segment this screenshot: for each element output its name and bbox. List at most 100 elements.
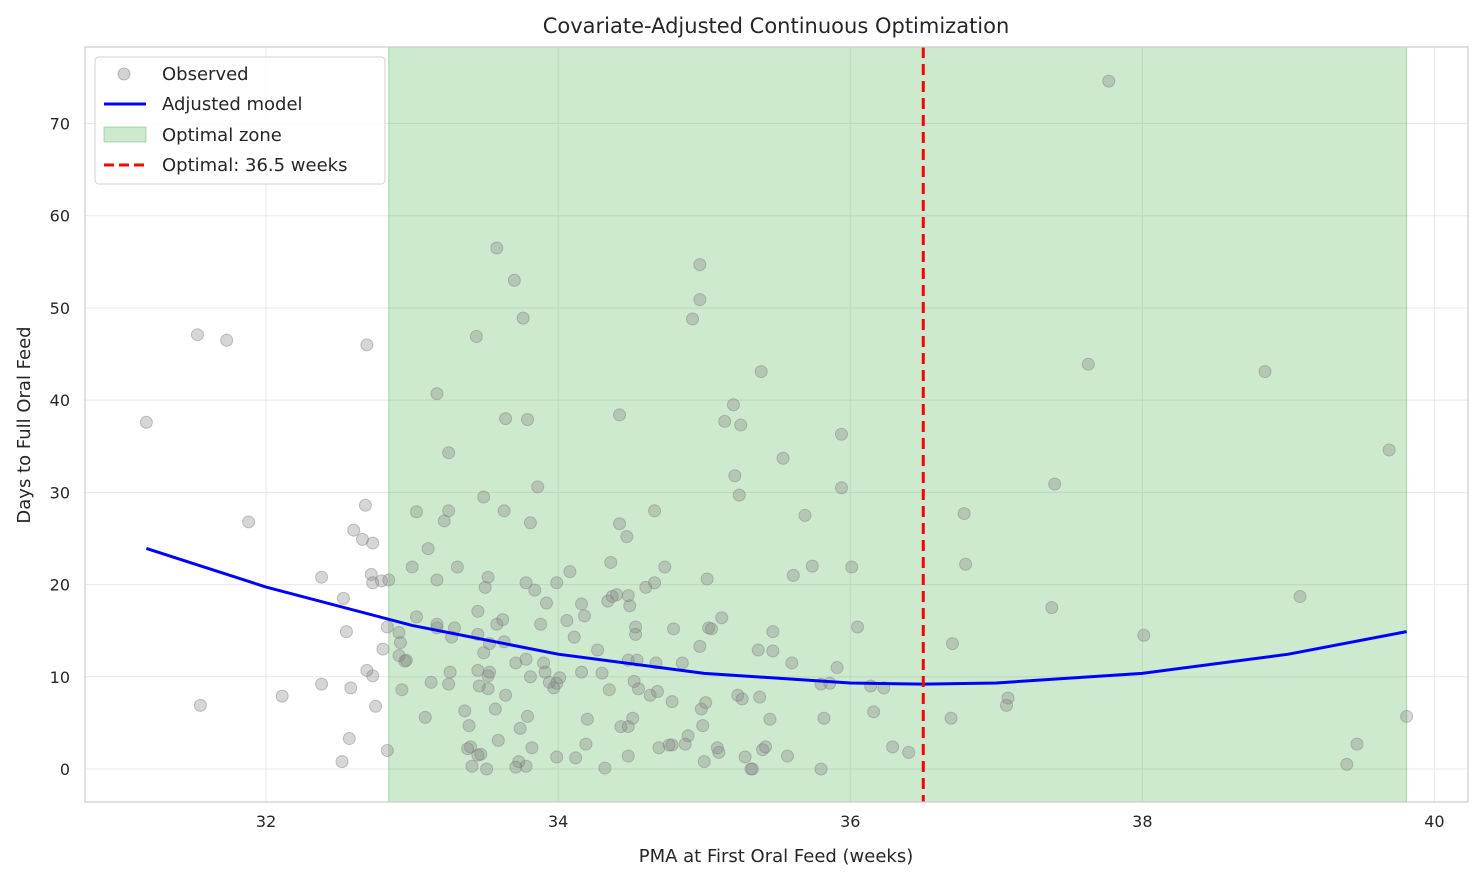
- observed-point: [521, 709, 535, 723]
- observed-point: [902, 745, 916, 759]
- observed-point: [734, 418, 748, 432]
- observed-point: [497, 504, 511, 518]
- grid: [85, 47, 1468, 802]
- observed-point: [336, 591, 350, 605]
- observed-point: [509, 760, 523, 774]
- observed-point: [523, 670, 537, 684]
- observed-point: [547, 681, 561, 695]
- observed-point: [474, 747, 488, 761]
- observed-point: [751, 643, 765, 657]
- observed-point: [732, 488, 746, 502]
- observed-point: [614, 720, 628, 734]
- observed-point: [702, 621, 716, 635]
- observed-point: [315, 570, 329, 584]
- observed-point: [697, 755, 711, 769]
- observed-point: [1293, 590, 1307, 604]
- observed-point: [399, 653, 413, 667]
- observed-point: [744, 762, 758, 776]
- observed-point: [553, 671, 567, 685]
- x-axis-label: PMA at First Oral Feed (weeks): [639, 846, 914, 867]
- observed-point: [499, 412, 513, 426]
- observed-point: [480, 762, 494, 776]
- observed-point: [639, 580, 653, 594]
- observed-point: [430, 387, 444, 401]
- observed-point: [886, 740, 900, 754]
- observed-point: [355, 532, 369, 546]
- observed-point: [220, 333, 234, 347]
- observed-point: [780, 749, 794, 763]
- observed-point: [430, 573, 444, 587]
- observed-point: [471, 604, 485, 618]
- observed-point: [715, 611, 729, 625]
- observed-point: [366, 576, 380, 590]
- optimal-zone: [388, 46, 1408, 803]
- observed-point: [718, 414, 732, 428]
- observed-point: [686, 312, 700, 326]
- observed-point: [766, 644, 780, 658]
- observed-point: [830, 661, 844, 675]
- observed-point: [623, 599, 637, 613]
- x-tick-label: 36: [840, 812, 860, 831]
- observed-point: [694, 702, 708, 716]
- observed-point: [193, 698, 207, 712]
- observed-point: [242, 515, 256, 529]
- observed-point: [360, 663, 374, 677]
- observed-point: [461, 742, 475, 756]
- observed-point: [696, 719, 710, 733]
- observed-point: [528, 583, 542, 597]
- model-curve-layer: [145, 547, 1407, 686]
- observed-point: [342, 732, 356, 746]
- observed-point: [604, 555, 618, 569]
- observed-point: [602, 683, 616, 697]
- observed-point: [1137, 628, 1151, 642]
- observed-point: [490, 241, 504, 255]
- observed-point: [366, 669, 380, 683]
- observed-point: [335, 755, 349, 769]
- observed-point: [405, 560, 419, 574]
- y-axis-label: Days to Full Oral Feed: [14, 326, 35, 523]
- chart-title: Covariate-Adjusted Continuous Optimizati…: [543, 14, 1010, 38]
- legend-marker-zone: [103, 126, 147, 143]
- observed-point: [410, 505, 424, 519]
- observed-point: [577, 609, 591, 623]
- observed-point: [598, 761, 612, 775]
- observed-point: [519, 759, 533, 773]
- observed-point: [776, 451, 790, 465]
- observed-point: [805, 559, 819, 573]
- observed-point: [516, 311, 530, 325]
- observed-point: [421, 542, 435, 556]
- observed-point: [488, 702, 502, 716]
- observed-points: [139, 74, 1414, 776]
- observed-point: [462, 719, 476, 733]
- legend-box: [94, 56, 386, 185]
- observed-point: [499, 688, 513, 702]
- observed-point: [601, 594, 615, 608]
- observed-point: [652, 741, 666, 755]
- observed-point: [464, 740, 478, 754]
- observed-point: [418, 710, 432, 724]
- observed-point: [575, 665, 589, 679]
- observed-point: [483, 665, 497, 679]
- legend-marker-observed: [117, 67, 131, 81]
- observed-point: [643, 688, 657, 702]
- observed-point: [569, 751, 583, 765]
- observed-point: [513, 721, 527, 735]
- x-tick-label: 32: [256, 812, 276, 831]
- y-tick-label: 20: [50, 576, 70, 595]
- x-tick-label: 38: [1132, 812, 1152, 831]
- observed-point: [648, 576, 662, 590]
- observed-point: [699, 696, 713, 710]
- observed-point: [550, 676, 564, 690]
- observed-point: [478, 580, 492, 594]
- legend-zone: Optimal zone: [162, 125, 282, 146]
- observed-point: [786, 568, 800, 582]
- observed-point: [753, 690, 767, 704]
- observed-point: [745, 762, 759, 776]
- observed-point: [1350, 737, 1364, 751]
- observed-point: [1400, 709, 1414, 723]
- observed-point: [531, 480, 545, 494]
- observed-point: [662, 738, 676, 752]
- observed-point: [675, 656, 689, 670]
- observed-point: [756, 743, 770, 757]
